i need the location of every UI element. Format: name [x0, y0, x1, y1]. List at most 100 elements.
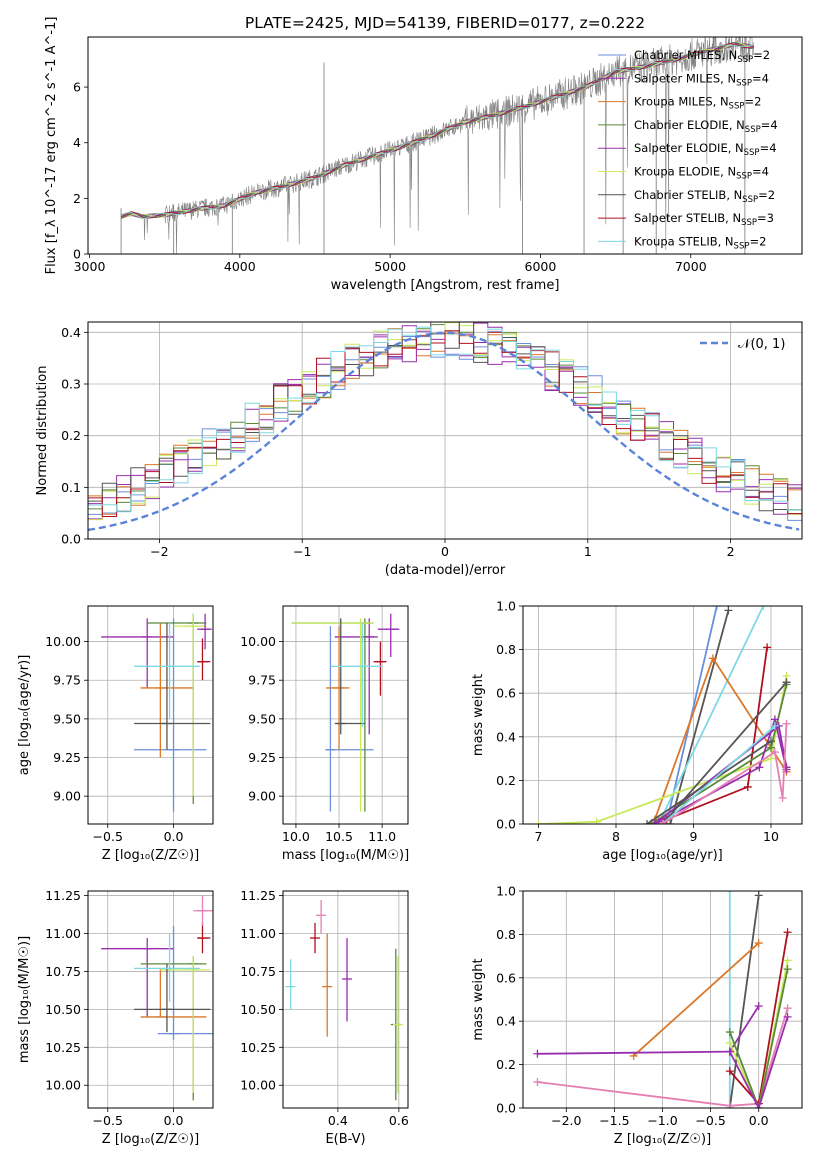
x-tick-label: 10.0: [282, 829, 310, 844]
weight-marker: [778, 793, 787, 802]
x-axis-label: (data-model)/error: [385, 563, 506, 578]
weight_vs_age-plot-area: [523, 606, 802, 824]
weight-line: [632, 942, 760, 1057]
weight-line: [537, 1007, 789, 1107]
axes-frame: [87, 36, 803, 255]
x-tick-label: 7000: [675, 259, 707, 274]
weight-marker: [782, 719, 791, 728]
y-tick-label: 0.8: [496, 642, 516, 657]
weight-marker: [534, 820, 543, 824]
mass_vs_ebv-panel: 0.4 0.6 10.00 10.25 10.50 10.75 11.00 11.25 E(B-…: [240, 888, 409, 1147]
weight-marker: [708, 654, 717, 663]
weight_vs_Z-plot-area: [523, 891, 802, 1108]
legend-entry: Salpeter MILES, NSSP=4: [634, 71, 769, 88]
weight-marker: [767, 737, 775, 746]
age_vs_mass-plot-area: [283, 606, 408, 824]
data-spectrum-line: [120, 37, 754, 254]
legend-entry: Salpeter ELODIE, NSSP=4: [634, 141, 777, 158]
y-tick-label: 6: [73, 80, 81, 95]
weight-marker: [592, 817, 601, 824]
weight-marker: [650, 820, 659, 824]
y-tick-label: 0.6: [496, 686, 516, 701]
x-axis-label: Z [log₁₀(Z/Z☉)]: [614, 1132, 711, 1147]
x-axis-label: Z [log₁₀(Z/Z☉)]: [102, 848, 199, 863]
weight-line: [728, 895, 760, 1108]
y-tick-label: 9.75: [53, 673, 81, 688]
age_vs_Z-panel: −0.5 0.0 9.00 9.25 9.50 9.75 10.00 Z [log₁₀(Z/Z…: [17, 605, 214, 863]
spectrum-plot-area: [120, 37, 755, 254]
y-tick-label: 9.50: [248, 711, 276, 726]
x-tick-label: −0.5: [93, 829, 123, 844]
y-tick-label: 10.00: [240, 634, 276, 649]
weight-marker: [725, 891, 734, 895]
weight_vs_age-panel: 7 8 9 10 0.0 0.2 0.4 0.6 0.8 1.0 age [log₁₀(age/yr…: [471, 599, 803, 863]
weight-marker: [763, 643, 772, 652]
x-axis-label: mass [log₁₀(M/M☉)]: [282, 848, 409, 863]
weight-marker: [759, 606, 768, 610]
weight-line: [661, 681, 788, 824]
axes-frame: [522, 890, 803, 1109]
weight-line: [653, 656, 788, 820]
mass_vs_ebv-plot-area: [283, 891, 408, 1108]
residual-histogram: [88, 326, 802, 513]
x-tick-label: 11.0: [368, 829, 396, 844]
weight-line: [728, 1016, 789, 1108]
x-tick-label: −1: [293, 544, 311, 559]
x-tick-label: 0.4: [328, 1113, 348, 1128]
weight-marker: [770, 748, 779, 757]
y-tick-label: 10.50: [240, 1002, 276, 1017]
y-tick-label: 0.3: [61, 377, 81, 392]
x-tick-label: 3000: [74, 259, 106, 274]
legend-entry: Chabrier MILES, NSSP=2: [634, 48, 770, 65]
legend-entry: Salpeter STELIB, NSSP=3: [634, 211, 774, 228]
y-tick-label: 11.25: [240, 888, 276, 903]
y-tick-label: 0.1: [61, 480, 81, 495]
figure-title: PLATE=2425, MJD=54139, FIBERID=0177, z=0…: [245, 14, 645, 32]
y-tick-label: 10.00: [45, 634, 81, 649]
y-tick-label: 9.25: [248, 750, 276, 765]
weight-line: [657, 606, 765, 824]
weight-line: [728, 968, 789, 1108]
weight-marker: [725, 1038, 734, 1047]
axes-frame: [282, 605, 409, 825]
legend-entry: Kroupa STELIB, NSSP=2: [634, 234, 766, 251]
y-tick-label: 9.00: [53, 789, 81, 804]
weight-line: [666, 647, 768, 821]
weight-line: [661, 725, 776, 824]
x-tick-label: 7: [535, 829, 543, 844]
y-axis-label: Normed distribution: [35, 366, 50, 496]
axes-frame: [522, 605, 803, 825]
legend-entry: Kroupa MILES, NSSP=2: [634, 95, 761, 112]
residuals-plot-area: [88, 322, 802, 539]
model-line-chabrier-stelib: [120, 41, 754, 219]
spectrum-legend: Chabrier MILES, NSSP=2 Salpeter MILES, NS…: [598, 48, 778, 251]
weight-line: [728, 960, 789, 1108]
model-line-kroupa-stelib: [120, 44, 754, 219]
y-tick-label: 0.4: [496, 1014, 516, 1029]
x-tick-label: 10: [763, 829, 779, 844]
y-tick-label: 1.0: [496, 599, 516, 614]
y-tick-label: 0.8: [496, 927, 516, 942]
y-tick-label: 10.00: [240, 1078, 276, 1093]
x-tick-label: −1.5: [599, 1113, 629, 1128]
weight-marker: [783, 1012, 792, 1021]
y-axis-label: mass weight: [471, 674, 486, 756]
x-tick-label: −0.5: [93, 1113, 123, 1128]
weight-marker: [725, 1028, 734, 1037]
mass_vs_Z-panel: −0.5 0.0 10.00 10.25 10.50 10.75 11.00 11.25 Z […: [17, 888, 214, 1147]
residuals-panel: −2 −1 0 1 2 0.0 0.1 0.2 0.3 0.4 (data-model)/error…: [35, 321, 803, 578]
y-tick-label: 10.50: [45, 1002, 81, 1017]
legend-entry: Chabrier STELIB, NSSP=2: [634, 188, 775, 205]
weight-marker: [782, 678, 791, 687]
y-tick-label: 0.4: [61, 325, 81, 340]
weight-line: [537, 1005, 760, 1055]
x-tick-label: −2: [150, 544, 168, 559]
y-axis-label: mass [log₁₀(M/M☉)]: [17, 936, 32, 1063]
x-tick-label: 0.0: [164, 1113, 184, 1128]
model-line-salpeter-stelib: [120, 43, 755, 219]
weight-marker: [725, 1067, 734, 1076]
y-tick-label: 0.2: [496, 773, 516, 788]
x-tick-label: 4000: [224, 259, 256, 274]
weight-marker: [783, 928, 792, 937]
